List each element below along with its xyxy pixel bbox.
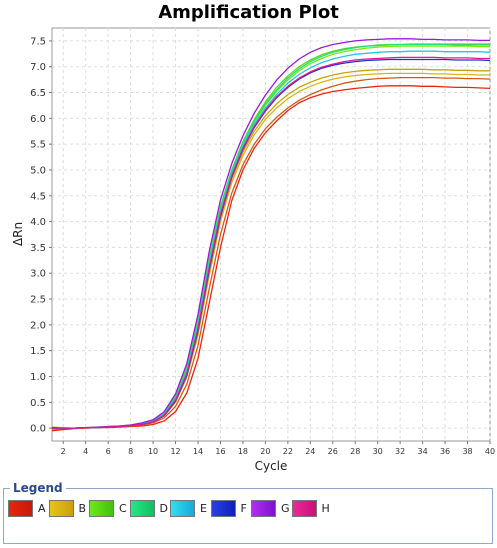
y-tick-label: 2.0 (30, 320, 46, 331)
x-axis-label: Cycle (255, 459, 288, 473)
legend-item-c: C (89, 499, 127, 517)
x-tick-label: 30 (373, 447, 383, 456)
y-axis-ticks: 0.0 0.5 1.0 1.5 2.0 2.5 3.0 3.5 4.0 4.5 5.0 5.5 6.0 6… (30, 36, 52, 435)
y-tick-label: 0.0 (30, 424, 46, 435)
legend-label: C (119, 501, 127, 515)
legend-swatch (170, 499, 195, 517)
y-tick-label: 6.0 (30, 114, 46, 125)
x-tick-label: 26 (328, 447, 338, 456)
y-tick-label: 4.5 (30, 191, 46, 202)
plot-area (51, 27, 491, 442)
x-tick-label: 22 (283, 447, 293, 456)
series-line-h (52, 56, 490, 429)
legend-swatch (291, 499, 317, 517)
legend-item-f: F (210, 499, 247, 517)
y-tick-label: 6.5 (30, 88, 46, 99)
y-axis-label: ΔRn (11, 222, 25, 246)
x-tick-label: 10 (148, 447, 158, 456)
x-tick-label: 28 (350, 447, 360, 456)
legend-item-d: D (129, 499, 168, 517)
legend-label: G (281, 501, 290, 515)
x-tick-label: 36 (440, 447, 450, 456)
x-tick-label: 38 (462, 447, 472, 456)
legend-panel (3, 488, 493, 544)
x-tick-label: 34 (418, 447, 428, 456)
x-tick-label: 8 (128, 447, 133, 456)
legend-swatch (8, 499, 33, 517)
x-tick-label: 24 (305, 447, 315, 456)
y-tick-label: 3.0 (30, 269, 46, 280)
chart-title: Amplification Plot (158, 2, 339, 23)
y-tick-label: 7.5 (30, 36, 46, 47)
legend-item-a: A (8, 499, 46, 517)
y-tick-label: 5.5 (30, 140, 46, 151)
legend-item-b: B (48, 499, 87, 517)
y-tick-label: 2.5 (30, 295, 46, 306)
x-tick-label: 40 (485, 447, 495, 456)
legend-label: F (240, 501, 247, 515)
series-lines (51, 38, 491, 432)
legend-label: E (200, 501, 207, 515)
gridlines (52, 28, 491, 441)
x-tick-label: 2 (61, 447, 66, 456)
x-tick-label: 16 (215, 447, 225, 456)
legend-label: A (38, 501, 46, 515)
legend-swatch (129, 499, 155, 517)
legend-item-g: G (251, 499, 290, 517)
x-tick-label: 12 (170, 447, 180, 456)
y-tick-label: 3.5 (30, 243, 46, 254)
legend-label: B (78, 501, 87, 515)
y-tick-label: 4.0 (30, 217, 46, 228)
legend-label: H (321, 501, 330, 515)
legend-swatch (210, 499, 236, 517)
y-tick-label: 7.0 (30, 62, 46, 73)
legend-swatch (48, 499, 74, 517)
legend-item-e: E (170, 499, 207, 517)
legend-item-h: H (291, 499, 330, 517)
legend-swatch (89, 499, 114, 517)
x-tick-label: 20 (260, 447, 270, 456)
x-tick-label: 14 (193, 447, 203, 456)
x-tick-label: 18 (238, 447, 248, 456)
y-tick-label: 1.5 (30, 346, 46, 357)
legend-title: Legend (10, 481, 66, 495)
amplification-chart: 2 4 6 8 10 12 14 16 18 20 22 24 26 28 30 32 34 36 38 40 0.0… (11, 27, 495, 473)
legend-swatch (251, 499, 276, 517)
x-tick-label: 32 (395, 447, 405, 456)
y-tick-label: 1.0 (30, 372, 46, 383)
x-tick-label: 6 (106, 447, 111, 456)
y-tick-label: 5.0 (30, 165, 46, 176)
x-tick-label: 4 (83, 447, 88, 456)
legend-label: D (159, 501, 168, 515)
x-axis-ticks: 2 4 6 8 10 12 14 16 18 20 22 24 26 28 30 32 34 36 38 40 (61, 441, 495, 456)
y-tick-label: 0.5 (30, 398, 46, 409)
